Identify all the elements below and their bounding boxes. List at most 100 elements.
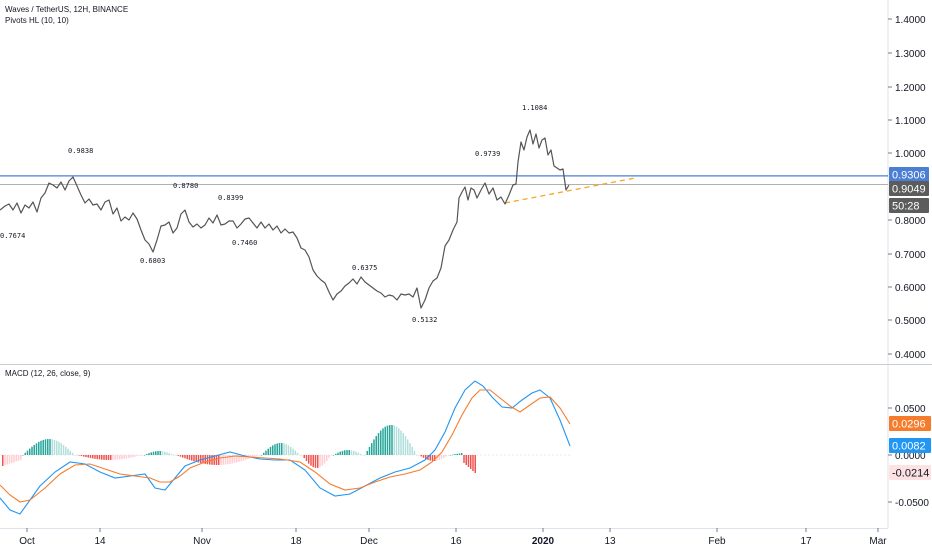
macd-histogram-bar	[452, 454, 454, 456]
macd-histogram-bar	[467, 455, 470, 467]
time-axis-label: 18	[290, 536, 302, 547]
macd-histogram-bar	[438, 455, 440, 460]
macd-histogram-bar	[218, 455, 220, 465]
macd-histogram-bar	[434, 455, 436, 461]
macd-histogram-bar	[420, 455, 422, 457]
macd-histogram-bar	[359, 453, 362, 455]
macd-histogram-bar	[323, 455, 326, 464]
macd-histogram-bar	[292, 448, 294, 455]
time-axis[interactable]: Oct 14 Nov 18 Dec 16 2020 13 Feb 17 Mar	[19, 528, 887, 547]
macd-histogram-bar	[416, 455, 418, 456]
signal-line	[0, 389, 571, 503]
macd-histogram-bar	[440, 455, 443, 459]
macd-histogram-bar	[161, 451, 164, 455]
macd-histogram-bar	[411, 446, 413, 455]
time-axis-label: 17	[800, 536, 812, 547]
macd-histogram-bar	[398, 428, 400, 455]
macd-histogram-bar	[449, 455, 452, 456]
macd-histogram-bar	[272, 445, 274, 455]
time-axis-label: Nov	[193, 536, 211, 547]
macd-histogram-bar	[121, 455, 123, 460]
macd-histogram-bar	[407, 439, 409, 455]
macd-histogram-bar	[258, 455, 260, 456]
macd-histogram-bar	[380, 430, 382, 455]
macd-histogram-bar	[15, 455, 17, 462]
macd-histogram-bar	[69, 450, 71, 455]
macd-histogram-bar	[65, 446, 67, 455]
macd-histogram-bar	[335, 453, 337, 455]
macd-histogram-bar	[98, 455, 101, 460]
price-series	[0, 129, 570, 309]
macd-histogram-bar	[78, 455, 80, 456]
macd-histogram-bar	[465, 455, 467, 465]
macd-histogram-bar	[353, 450, 355, 455]
macd-histogram-bar	[209, 455, 211, 465]
macd-histogram-bar	[94, 455, 96, 459]
macd-histogram-bar	[393, 425, 395, 455]
macd-histogram-bar	[101, 455, 103, 460]
macd-histogram-bar	[159, 451, 161, 455]
price-axis-label: 1.1000	[895, 116, 926, 127]
pivot-label: 0.7460	[232, 239, 257, 247]
macd-histogram-bar	[391, 425, 393, 455]
price-line[interactable]	[0, 129, 570, 309]
macd-histogram-bar	[175, 455, 177, 456]
pivot-label: 0.9838	[68, 147, 93, 155]
macd-histogram-bar	[139, 455, 141, 456]
macd-histogram-bar	[454, 454, 456, 455]
macd-histogram-bar	[375, 436, 377, 455]
macd-histogram-bar	[328, 455, 330, 459]
price-axis[interactable]: 1.4000 1.3000 1.2000 1.1000 1.0000 0.8000 0.70…	[888, 15, 931, 509]
macd-histogram-bar	[458, 453, 461, 455]
macd-histogram-bar	[164, 451, 166, 455]
macd-axis-label: -0.0500	[895, 498, 929, 509]
pivot-labels: 0.9838 0.7674 0.6803 0.8780 0.8399 0.7460 0.63…	[0, 104, 547, 324]
macd-histogram-bar	[281, 443, 283, 455]
macd-histogram-bar	[31, 446, 33, 455]
pivot-label: 0.9739	[475, 150, 500, 158]
macd-histogram-bar	[29, 448, 31, 455]
macd-histogram-bar	[35, 443, 38, 455]
macd-histogram-bar	[220, 455, 222, 465]
pivot-label: 0.6803	[140, 257, 165, 265]
price-axis-label: 0.4000	[895, 350, 926, 361]
macd-histogram-bar	[267, 448, 269, 455]
pivot-label: 1.1084	[522, 104, 547, 112]
macd-histogram-bar	[269, 446, 272, 455]
macd-histogram-bar	[265, 450, 267, 455]
macd-histogram-bar	[260, 455, 263, 456]
macd-histogram-bar	[191, 455, 193, 461]
macd-histogram-bar	[321, 455, 323, 466]
price-axis-label: 0.5000	[895, 316, 926, 327]
macd-histogram-bar	[2, 455, 4, 466]
macd-histogram-bar	[308, 455, 310, 464]
macd-histogram-bar	[74, 455, 76, 456]
macd-histogram-bar	[377, 433, 380, 455]
macd-histogram-bar	[402, 433, 404, 455]
trend-line[interactable]	[504, 177, 636, 204]
macd-histogram-bar	[395, 426, 398, 455]
macd-histogram-bar	[53, 439, 56, 455]
macd-histogram-bar	[456, 453, 458, 455]
macd-axis-label: 0.0000	[895, 451, 926, 462]
macd-histogram-bar	[92, 455, 94, 459]
macd-histogram-bar	[170, 454, 173, 455]
macd-histogram-bar	[155, 451, 157, 455]
macd-histogram-bar	[152, 451, 155, 455]
macd-histogram-bar	[83, 455, 85, 457]
macd-histogram-bar	[125, 455, 128, 459]
macd-histogram-bar	[206, 455, 209, 465]
macd-histogram-bar	[443, 455, 445, 458]
macd-histogram-bar	[341, 450, 344, 455]
macd-histogram-bar	[197, 455, 200, 463]
macd-histogram-bar	[134, 455, 137, 457]
price-tag-label: 0.9049	[892, 184, 926, 196]
macd-histogram-bar	[310, 455, 312, 466]
macd-histogram-bar	[368, 446, 371, 455]
macd-histogram-bar	[13, 455, 15, 463]
macd-histogram-bar	[44, 439, 47, 455]
macd-histogram-bar	[168, 453, 170, 455]
macd-histogram-bar	[242, 455, 245, 461]
macd-histogram-bar	[366, 450, 368, 455]
